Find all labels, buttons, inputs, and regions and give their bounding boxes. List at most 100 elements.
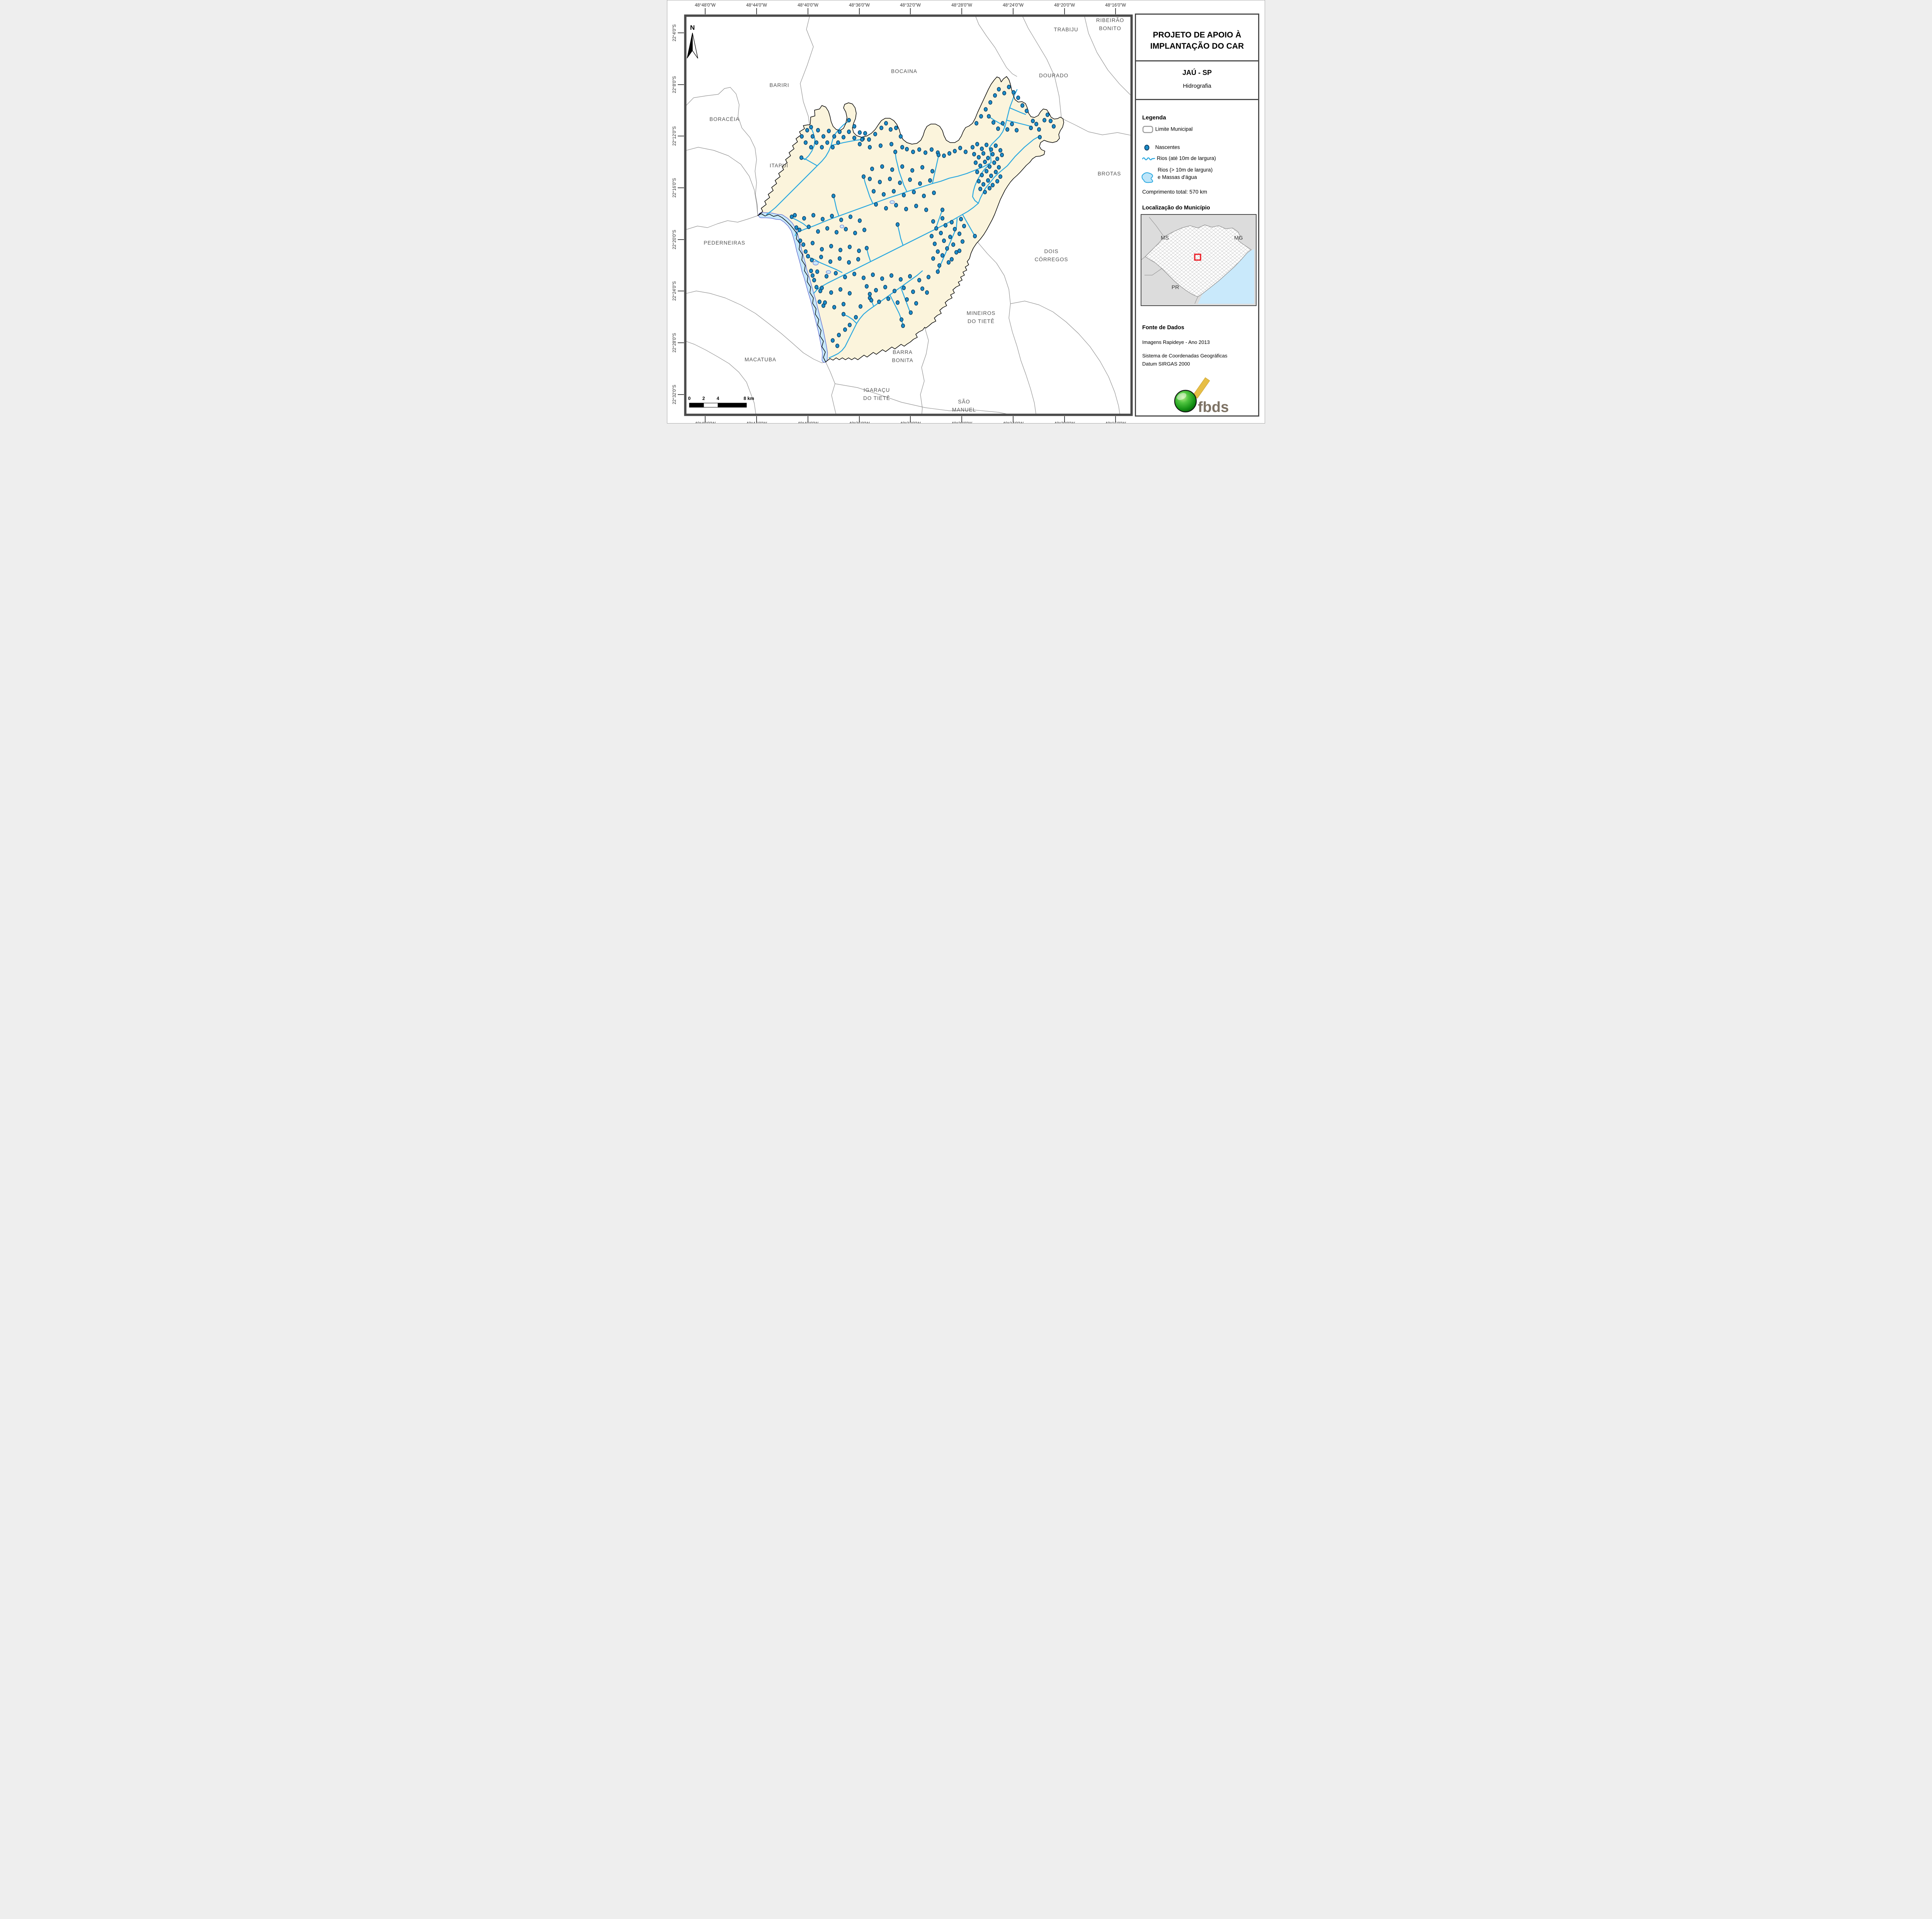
panel-divider [1136, 99, 1258, 100]
spring-dot [797, 228, 802, 232]
state-border-lines [1141, 217, 1198, 304]
spring-dot [911, 150, 915, 154]
spring-dot [908, 177, 912, 182]
spring-dot [858, 304, 863, 309]
lon-tick-label: 48°20'0"W [1054, 422, 1075, 423]
state-label-pr: PR [1172, 284, 1179, 290]
spring-dot [809, 125, 813, 129]
spring-dot [867, 292, 872, 296]
spring-dot [995, 157, 1000, 161]
spring-dot [847, 118, 851, 122]
spring-dot [943, 223, 948, 228]
spring-dot [861, 174, 866, 179]
spring-dot [835, 344, 840, 348]
legend-item-label: Limite Municipal [1155, 126, 1193, 132]
spring-dot [1016, 95, 1020, 100]
spring-dot [963, 150, 968, 154]
map-label: BORACÉIA [709, 116, 740, 122]
water-body [840, 225, 844, 228]
main-map-canvas[interactable]: BARIRI BOCAINA TRABIJU RIBEIRÃO BONITO DOURAD… [667, 0, 1265, 423]
map-label: SÃO MANUEL [952, 399, 976, 413]
neighbor-boundary [685, 340, 756, 415]
scalebar-label: 2 [702, 396, 705, 401]
municipal-boundary-icon [1142, 126, 1153, 133]
river-line [830, 139, 863, 146]
spring-dot [974, 121, 979, 126]
data-source-line1: Imagens Rapideye - Ano 2013 [1142, 339, 1210, 345]
spring-dot [884, 206, 888, 211]
spring-dot [805, 128, 810, 133]
scalebar-label: 4 [717, 396, 719, 401]
spring-dot [920, 286, 925, 291]
spring-dot [799, 134, 804, 139]
spring-dot [946, 260, 951, 265]
river-line-icon [1142, 157, 1155, 161]
spring-dot [890, 167, 895, 172]
spring-dot [925, 290, 929, 295]
spring-dot [901, 286, 906, 290]
water-body [826, 270, 831, 274]
spring-dot [798, 238, 803, 243]
spring-dot [830, 145, 835, 150]
spring-dot [998, 148, 1003, 153]
lat-tick-label: 22°20'0"S [672, 230, 677, 249]
spring-dot [898, 180, 902, 185]
spring-dot [843, 327, 847, 332]
map-label: DOIS CÓRREGOS [1035, 248, 1068, 262]
spring-dot [880, 276, 884, 281]
info-panel: PROJETO DE APOIO À IMPLANTAÇÃO DO CAR JA… [1135, 14, 1259, 417]
spring-dot [997, 165, 1001, 170]
spring-dot [889, 142, 894, 146]
spring-dot [984, 169, 989, 174]
coord-system: Sistema de Coordenadas Geográficas [1142, 353, 1228, 359]
spring-dot [895, 222, 900, 227]
spring-dot [848, 214, 853, 219]
spring-dot [899, 317, 904, 322]
spring-dot [1000, 153, 1004, 157]
spring-dot [984, 143, 989, 147]
spring-dot [979, 114, 983, 119]
spring-dot [847, 323, 852, 327]
spring-dot [877, 299, 881, 304]
spring-dot [864, 246, 869, 250]
spring-dot [1020, 103, 1025, 108]
lat-tick-label: 22°28'0"S [672, 333, 677, 352]
spring-dot [980, 173, 984, 177]
spring-dot [1000, 121, 1005, 126]
spring-dot [881, 192, 886, 197]
spring-dot [802, 216, 806, 221]
spring-dot [816, 128, 820, 133]
spring-dot [1011, 90, 1016, 95]
spring-dot [952, 227, 957, 231]
spring-dot [996, 126, 1000, 131]
spring-dot [918, 181, 922, 186]
neighbor-boundary [1061, 118, 1132, 136]
spring-dot [847, 129, 851, 134]
spring-dot [932, 191, 936, 195]
spring-dot [829, 244, 833, 248]
spring-dot [940, 216, 945, 221]
location-inset-map[interactable]: MS MG PR [1141, 214, 1257, 306]
spring-dot [828, 259, 833, 264]
spring-dot [940, 253, 945, 258]
spring-dot [857, 248, 861, 253]
river-line [828, 270, 923, 359]
neighbor-boundary [835, 383, 1012, 415]
spring-dot [873, 132, 878, 136]
spring-dot [801, 242, 806, 247]
spring-dot [895, 300, 900, 305]
spring-dot [829, 290, 833, 295]
spring-dot [957, 248, 962, 253]
spring-dot [863, 131, 867, 136]
spring-dot [847, 260, 851, 265]
spring-dot [976, 179, 981, 184]
spring-dot [1034, 122, 1039, 126]
lon-tick-label: 48°20'0"W [1054, 3, 1075, 8]
spring-dot [821, 134, 826, 139]
scalebar-seg [718, 403, 747, 408]
spring-dot [811, 213, 816, 218]
map-sheet: BARIRI BOCAINA TRABIJU RIBEIRÃO BONITO DOURAD… [667, 0, 1265, 424]
spring-dot [917, 147, 922, 152]
spring-dot [810, 258, 814, 262]
spring-dot [922, 194, 926, 198]
